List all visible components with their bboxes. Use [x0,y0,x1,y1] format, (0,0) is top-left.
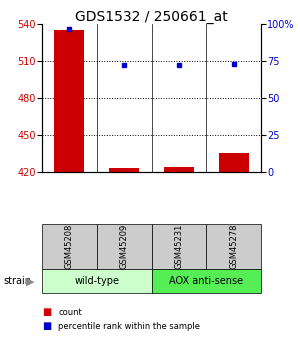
Bar [152,224,206,269]
Text: ▶: ▶ [26,276,34,286]
Title: GDS1532 / 250661_at: GDS1532 / 250661_at [75,10,228,24]
Text: GSM45231: GSM45231 [174,224,183,269]
Text: count: count [58,308,82,317]
Text: GSM45208: GSM45208 [65,224,74,269]
Bar [109,168,139,171]
Text: ■: ■ [42,307,51,317]
Text: wild-type: wild-type [74,276,119,286]
Text: ■: ■ [42,321,51,331]
Text: GSM45278: GSM45278 [229,224,238,269]
Text: AOX anti-sense: AOX anti-sense [169,276,243,286]
Text: percentile rank within the sample: percentile rank within the sample [58,322,200,331]
Bar [164,167,194,171]
Bar [206,224,261,269]
Bar [97,224,152,269]
Bar [219,153,249,171]
Bar [42,224,97,269]
Bar [152,269,261,293]
Text: GSM45209: GSM45209 [120,224,129,269]
Bar [42,269,152,293]
Bar [54,30,84,171]
Text: strain: strain [3,276,31,286]
